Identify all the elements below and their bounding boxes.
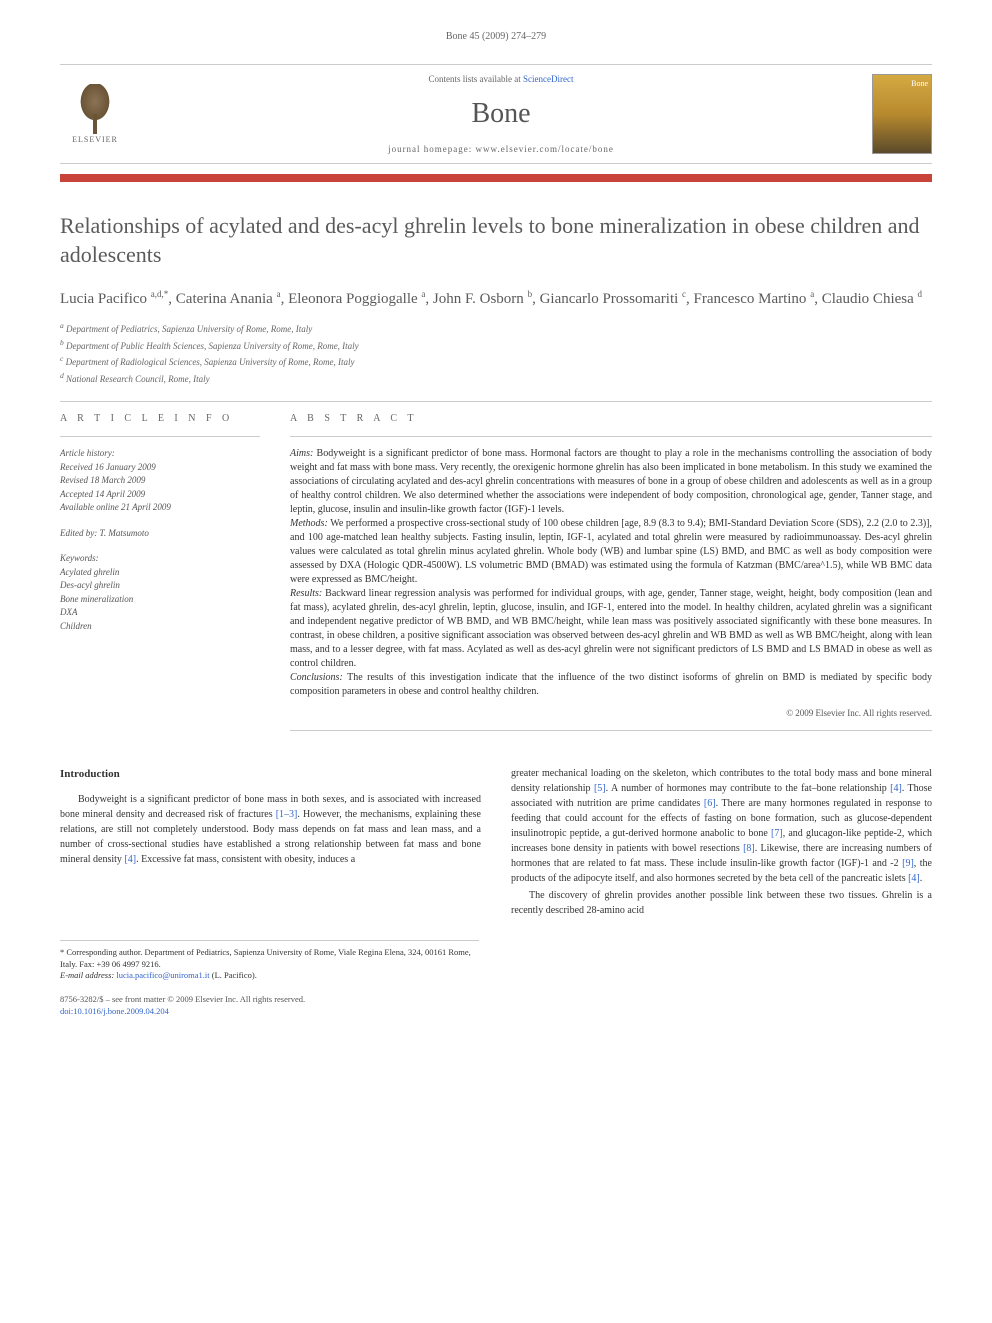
citation-link[interactable]: [1–3]	[276, 809, 298, 820]
journal-name: Bone	[130, 94, 872, 133]
article-info-heading: A R T I C L E I N F O	[60, 412, 260, 426]
elsevier-logo: ELSEVIER	[60, 79, 130, 149]
citation-link[interactable]: [9]	[902, 858, 914, 869]
journal-cover-thumbnail: Bone	[872, 74, 932, 154]
intro-paragraph-1: Bodyweight is a significant predictor of…	[60, 792, 481, 867]
banner-center: Contents lists available at ScienceDirec…	[130, 73, 872, 155]
page-footer: 8756-3282/$ – see front matter © 2009 El…	[60, 994, 479, 1018]
color-bar	[60, 174, 932, 182]
citation-link[interactable]: [4]	[908, 873, 920, 884]
citation-link[interactable]: [7]	[771, 828, 783, 839]
affiliation-d: d National Research Council, Rome, Italy	[60, 370, 932, 387]
email-link[interactable]: lucia.pacifico@uniroma1.it	[116, 970, 209, 980]
abstract-column: A B S T R A C T Aims: Bodyweight is a si…	[290, 412, 932, 741]
abstract-heading: A B S T R A C T	[290, 412, 932, 426]
citation-link[interactable]: [4]	[124, 854, 136, 865]
issn-line: 8756-3282/$ – see front matter © 2009 El…	[60, 994, 479, 1006]
article-history: Article history: Received 16 January 200…	[60, 447, 260, 515]
abstract-text: Aims: Bodyweight is a significant predic…	[290, 447, 932, 699]
left-column: Introduction Bodyweight is a significant…	[60, 766, 481, 920]
body-columns: Introduction Bodyweight is a significant…	[60, 766, 932, 920]
introduction-heading: Introduction	[60, 766, 481, 783]
sciencedirect-link[interactable]: ScienceDirect	[523, 74, 573, 84]
footnotes: * Corresponding author. Department of Pe…	[60, 940, 479, 983]
citation-link[interactable]: [5]	[594, 783, 606, 794]
article-info-sidebar: A R T I C L E I N F O Article history: R…	[60, 412, 260, 741]
email-line: E-mail address: lucia.pacifico@uniroma1.…	[60, 970, 479, 982]
abstract-copyright: © 2009 Elsevier Inc. All rights reserved…	[290, 707, 932, 720]
article-title: Relationships of acylated and des-acyl g…	[60, 212, 932, 269]
citation-link[interactable]: [8]	[743, 843, 755, 854]
edited-by: Edited by: T. Matsumoto	[60, 527, 260, 541]
intro-paragraph-2: greater mechanical loading on the skelet…	[511, 766, 932, 886]
affiliation-b: b Department of Public Health Sciences, …	[60, 337, 932, 354]
contents-available: Contents lists available at ScienceDirec…	[130, 73, 872, 86]
journal-homepage: journal homepage: www.elsevier.com/locat…	[130, 143, 872, 156]
corresponding-author: * Corresponding author. Department of Pe…	[60, 947, 479, 971]
elsevier-tree-icon	[70, 84, 120, 134]
journal-banner: ELSEVIER Contents lists available at Sci…	[60, 64, 932, 164]
authors-list: Lucia Pacifico a,d,*, Caterina Anania a,…	[60, 288, 932, 311]
affiliation-c: c Department of Radiological Sciences, S…	[60, 353, 932, 370]
citation-link[interactable]: [4]	[890, 783, 902, 794]
intro-paragraph-3: The discovery of ghrelin provides anothe…	[511, 888, 932, 918]
affiliation-a: a Department of Pediatrics, Sapienza Uni…	[60, 320, 932, 337]
divider	[60, 401, 932, 402]
citation-link[interactable]: [6]	[704, 798, 716, 809]
affiliations: a Department of Pediatrics, Sapienza Uni…	[60, 320, 932, 386]
doi-line: doi:10.1016/j.bone.2009.04.204	[60, 1006, 479, 1018]
page-citation: Bone 45 (2009) 274–279	[0, 0, 992, 54]
keywords-block: Keywords: Acylated ghrelin Des-acyl ghre…	[60, 552, 260, 633]
elsevier-text: ELSEVIER	[72, 134, 118, 145]
right-column: greater mechanical loading on the skelet…	[511, 766, 932, 920]
